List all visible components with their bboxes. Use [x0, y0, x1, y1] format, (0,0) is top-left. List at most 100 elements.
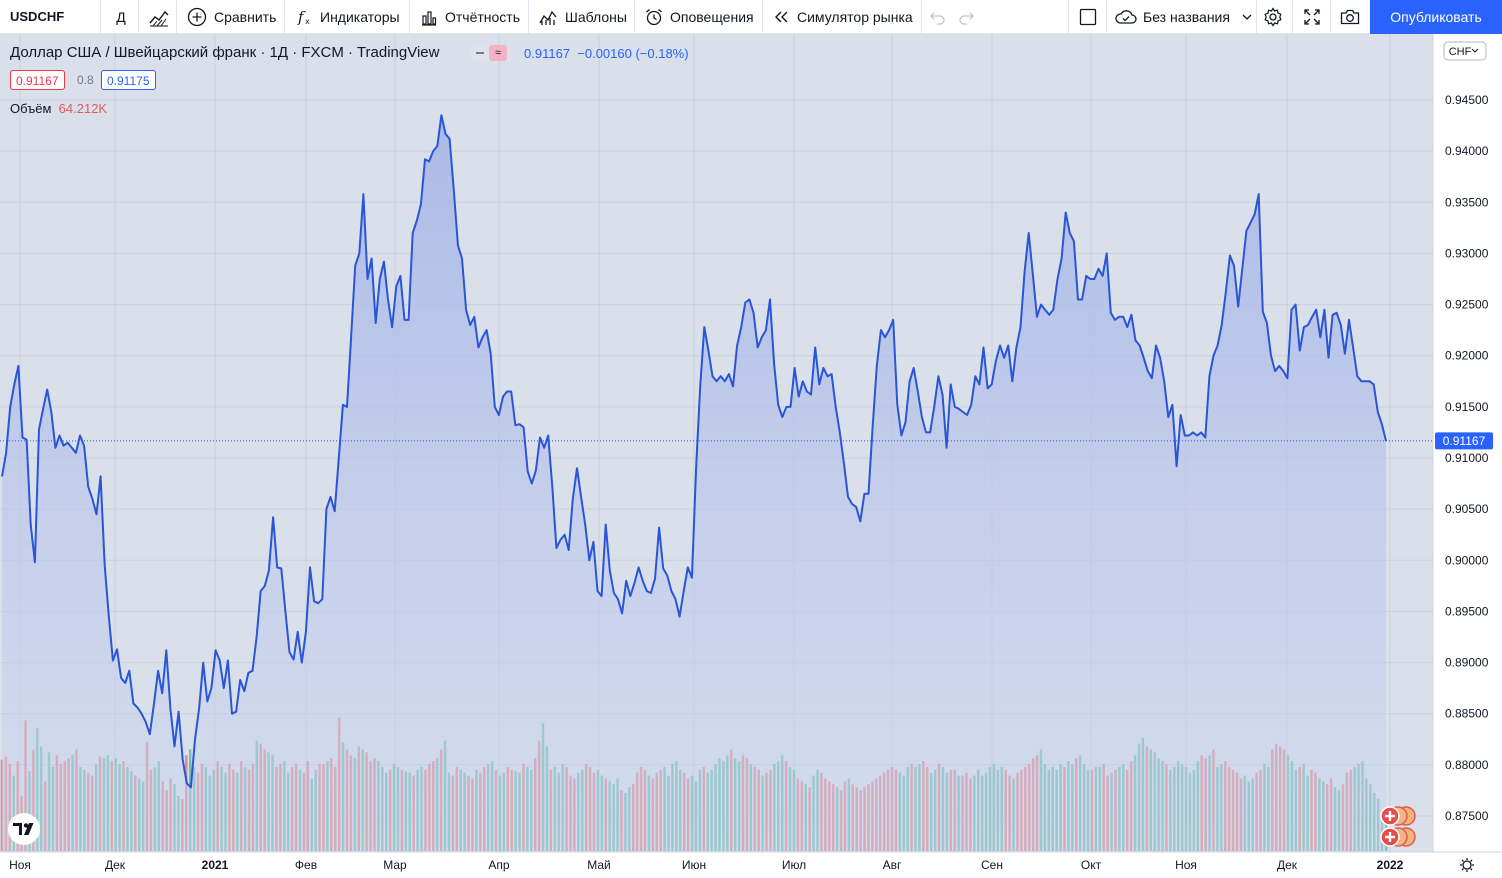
rewind-icon [775, 11, 788, 22]
sell-price-label: 0.91167 [16, 74, 59, 88]
time-tick-label: Окт [1081, 858, 1102, 872]
legend-toggle-buttons[interactable]: ≈ [471, 45, 507, 61]
volume-value: 64.212K [58, 101, 108, 116]
tradingview-logo[interactable] [8, 813, 40, 845]
chart-area[interactable]: 0.94500 0.94000 0.93500 0.93000 0.92500 0.920… [0, 34, 1502, 878]
time-axis-settings-button[interactable] [1460, 858, 1474, 872]
approx-icon: ≈ [489, 45, 507, 61]
price-area-fill [2, 115, 1386, 853]
svg-text:f: f [297, 8, 306, 26]
alerts-label: Оповещения [670, 8, 754, 25]
price-tick-label: 0.92500 [1445, 298, 1489, 312]
price-tick-label: 0.94500 [1445, 93, 1489, 107]
publish-label: Опубликовать [1390, 9, 1482, 25]
camera-icon [1340, 9, 1360, 24]
spread-value: 0.8 [77, 73, 94, 87]
symbol-title: Доллар США / Швейцарский франк · 1Д · FX… [10, 44, 440, 61]
svg-text:x: x [305, 17, 310, 26]
price-tick-label: 0.89500 [1445, 604, 1489, 618]
time-tick-label: Май [587, 858, 611, 872]
sell-price-button[interactable]: 0.91167 [10, 70, 65, 90]
time-tick-label: Дек [1277, 858, 1298, 872]
chart-style-button[interactable] [148, 0, 170, 33]
currency-button[interactable]: CHF [1443, 41, 1487, 61]
undo-button[interactable] [928, 0, 948, 33]
time-axis-background [0, 852, 1502, 878]
buy-price-button[interactable]: 0.91175 [101, 70, 156, 90]
buy-price-label: 0.91175 [107, 74, 150, 88]
time-tick-label: Июн [682, 858, 706, 872]
price-tick-label: 0.88500 [1445, 707, 1489, 721]
price-tick-label: 0.87500 [1445, 809, 1489, 823]
redo-button[interactable] [956, 0, 976, 33]
price-tick-label: 0.90500 [1445, 502, 1489, 516]
replay-button[interactable]: Симулятор рынка [773, 0, 913, 33]
interval-button[interactable]: Д [114, 0, 128, 33]
screenshot-button[interactable] [1339, 0, 1361, 33]
volume-bar [0, 759, 4, 851]
event-icons[interactable] [1380, 806, 1416, 847]
reports-label: Отчётность [445, 8, 521, 25]
last-price-badge: 0.91167 [1435, 432, 1493, 450]
publish-button[interactable]: Опубликовать [1370, 0, 1502, 34]
price-tick-label: 0.93000 [1445, 246, 1489, 260]
compare-button[interactable]: Сравнить [187, 0, 276, 33]
price-axis-ticks[interactable]: 0.94500 0.94000 0.93500 0.93000 0.92500 0.920… [1445, 93, 1489, 823]
layout-square-icon [1079, 8, 1097, 25]
last-price-label: 0.91167 [1443, 434, 1486, 448]
time-tick-label: Дек [105, 858, 126, 872]
time-tick-label: Апр [488, 858, 510, 872]
indicators-label: Индикаторы [320, 8, 400, 25]
time-tick-label: 2022 [1377, 858, 1404, 872]
templates-label: Шаблоны [565, 8, 627, 25]
price-line [1, 114, 1387, 789]
price-tick-label: 0.92000 [1445, 349, 1489, 363]
replay-label: Симулятор рынка [797, 8, 913, 25]
alerts-button[interactable]: Оповещения [644, 0, 754, 33]
price-tick-label: 0.90000 [1445, 553, 1489, 567]
time-tick-label: Фев [295, 858, 317, 872]
time-tick-label: Ноя [9, 858, 31, 872]
layout-button[interactable] [1078, 0, 1098, 33]
settings-button[interactable] [1262, 0, 1284, 33]
undo-icon [930, 12, 945, 25]
fullscreen-button[interactable] [1302, 0, 1322, 33]
price-tick-label: 0.88000 [1445, 758, 1489, 772]
time-tick-label: Июл [782, 858, 806, 872]
bar-chart-icon [422, 10, 437, 26]
compare-label: Сравнить [214, 8, 277, 25]
templates-button[interactable]: Шаблоны [539, 0, 627, 33]
time-tick-label: 2021 [202, 858, 229, 872]
gear-icon [1264, 6, 1282, 27]
time-axis-ticks[interactable]: Ноя Дек 2021 Фев Мар Апр Май Июн Июл Авг Сен Окт Ноя… [9, 858, 1404, 872]
cloud-check-icon [1115, 9, 1137, 24]
price-info: 0.91167 −0.00160 (−0.18%) [524, 46, 689, 61]
time-tick-label: Авг [883, 858, 902, 872]
price-chart[interactable]: 0.94500 0.94000 0.93500 0.93000 0.92500 0.920… [0, 34, 1502, 878]
time-tick-label: Сен [981, 858, 1003, 872]
price-tick-label: 0.89000 [1445, 656, 1489, 670]
alarm-clock-icon [646, 8, 662, 25]
interval-label: Д [116, 8, 126, 25]
price-change: −0.00160 (−0.18%) [577, 46, 689, 61]
time-tick-label: Мар [383, 858, 407, 872]
symbol-label: USDCHF [10, 9, 65, 24]
reports-button[interactable]: Отчётность [420, 0, 520, 33]
price-tick-label: 0.93500 [1445, 195, 1489, 209]
area-chart-icon [149, 10, 169, 26]
price-tick-label: 0.91000 [1445, 451, 1489, 465]
volume-legend: Объём 64.212K [10, 101, 107, 116]
volume-label: Объём [10, 101, 52, 116]
currency-label: CHF [1449, 46, 1472, 58]
current-price: 0.91167 [524, 46, 571, 61]
save-layout-button[interactable]: Без названия [1114, 0, 1252, 33]
time-tick-label: Ноя [1175, 858, 1197, 872]
price-tick-label: 0.91500 [1445, 400, 1489, 414]
templates-icon [539, 10, 557, 25]
symbol-search-button[interactable]: USDCHF [10, 0, 64, 33]
chevron-down-icon [1242, 14, 1252, 20]
fullscreen-icon [1304, 8, 1320, 25]
